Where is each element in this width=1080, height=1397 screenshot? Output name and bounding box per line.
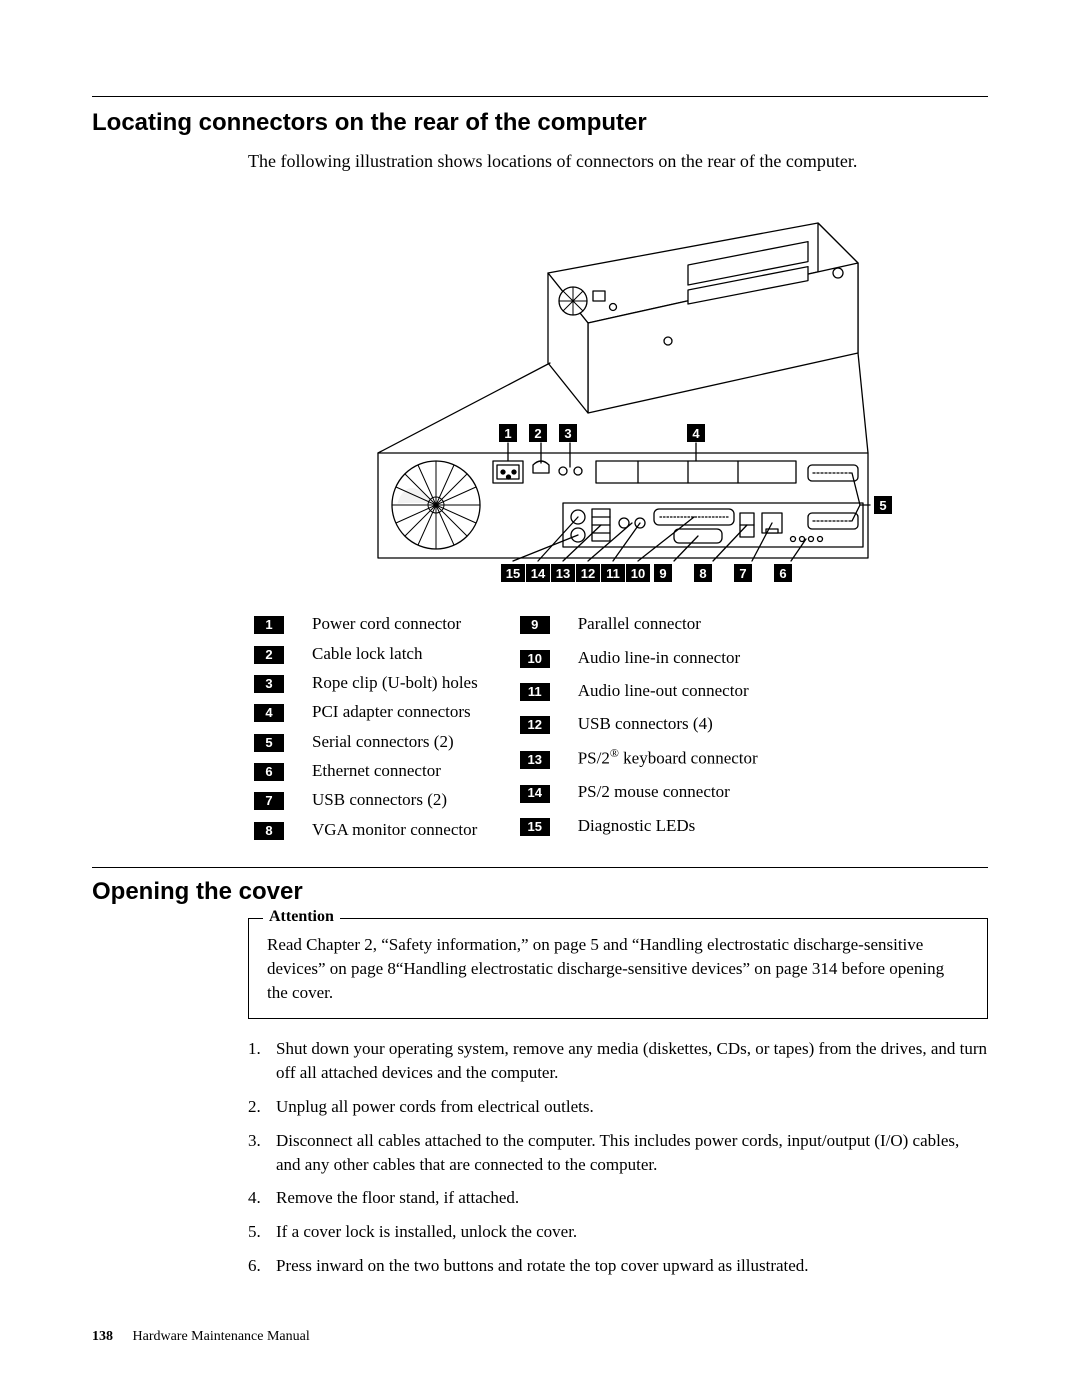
section1-intro: The following illustration shows locatio… bbox=[248, 149, 988, 173]
legend-label: Audio line-in connector bbox=[578, 645, 758, 671]
svg-text:9: 9 bbox=[659, 566, 666, 581]
attention-body: Read Chapter 2, “Safety information,” on… bbox=[267, 933, 969, 1004]
legend-num: 10 bbox=[520, 650, 550, 668]
svg-text:1: 1 bbox=[504, 426, 511, 441]
legend-num: 4 bbox=[254, 704, 284, 722]
legend-label: Ethernet connector bbox=[312, 758, 478, 784]
legend-num: 2 bbox=[254, 646, 284, 664]
rule-mid bbox=[92, 867, 988, 868]
svg-text:14: 14 bbox=[531, 566, 546, 581]
legend-num: 11 bbox=[520, 683, 550, 701]
legend-num: 12 bbox=[520, 716, 550, 734]
svg-text:11: 11 bbox=[606, 566, 620, 581]
legend-num: 3 bbox=[254, 675, 284, 693]
legend-label: Cable lock latch bbox=[312, 641, 478, 667]
svg-text:12: 12 bbox=[581, 566, 595, 581]
legend-num: 6 bbox=[254, 763, 284, 781]
legend-num: 7 bbox=[254, 792, 284, 810]
rear-connector-diagram: 1234 5 1514131211109876 bbox=[248, 183, 988, 603]
legend-label: Audio line-out connector bbox=[578, 678, 758, 704]
legend-label: Diagnostic LEDs bbox=[578, 813, 758, 839]
legend-num: 5 bbox=[254, 734, 284, 752]
page-footer: 138 Hardware Maintenance Manual bbox=[92, 1329, 310, 1345]
svg-text:7: 7 bbox=[739, 566, 746, 581]
rule-top bbox=[92, 96, 988, 97]
legend-num: 15 bbox=[520, 818, 550, 836]
legend-label: USB connectors (2) bbox=[312, 787, 478, 813]
legend-label: PS/2® keyboard connector bbox=[578, 744, 758, 772]
legend-num: 1 bbox=[254, 616, 284, 634]
svg-text:13: 13 bbox=[556, 566, 570, 581]
step-item: Unplug all power cords from electrical o… bbox=[248, 1095, 988, 1119]
book-title: Hardware Maintenance Manual bbox=[133, 1329, 310, 1344]
legend-label: PCI adapter connectors bbox=[312, 699, 478, 725]
legend-num: 13 bbox=[520, 751, 550, 769]
page-number: 138 bbox=[92, 1329, 113, 1344]
step-item: Press inward on the two buttons and rota… bbox=[248, 1254, 988, 1278]
svg-text:2: 2 bbox=[534, 426, 541, 441]
step-item: Disconnect all cables attached to the co… bbox=[248, 1129, 988, 1177]
connector-legend: 1 Power cord connector 2 Cable lock latch 3 R… bbox=[254, 611, 988, 843]
legend-label: VGA monitor connector bbox=[312, 817, 478, 843]
steps-list: Shut down your operating system, remove … bbox=[248, 1037, 988, 1277]
section1-title: Locating connectors on the rear of the c… bbox=[92, 109, 988, 137]
svg-text:4: 4 bbox=[692, 426, 700, 441]
attention-title: Attention bbox=[263, 908, 340, 926]
legend-label: PS/2 mouse connector bbox=[578, 779, 758, 805]
step-item: If a cover lock is installed, unlock the… bbox=[248, 1220, 988, 1244]
legend-label: Serial connectors (2) bbox=[312, 729, 478, 755]
legend-label: USB connectors (4) bbox=[578, 711, 758, 737]
legend-num: 9 bbox=[520, 616, 550, 634]
attention-box: Attention Read Chapter 2, “Safety inform… bbox=[248, 918, 988, 1019]
legend-num: 8 bbox=[254, 822, 284, 840]
step-item: Shut down your operating system, remove … bbox=[248, 1037, 988, 1085]
svg-text:10: 10 bbox=[631, 566, 645, 581]
svg-text:5: 5 bbox=[879, 498, 886, 513]
legend-label: Rope clip (U-bolt) holes bbox=[312, 670, 478, 696]
legend-label: Power cord connector bbox=[312, 611, 478, 637]
legend-label: Parallel connector bbox=[578, 611, 758, 637]
section2-title: Opening the cover bbox=[92, 878, 988, 906]
svg-text:8: 8 bbox=[699, 566, 706, 581]
svg-text:6: 6 bbox=[779, 566, 786, 581]
legend-num: 14 bbox=[520, 785, 550, 803]
svg-text:15: 15 bbox=[506, 566, 520, 581]
step-item: Remove the floor stand, if attached. bbox=[248, 1186, 988, 1210]
svg-text:3: 3 bbox=[564, 426, 571, 441]
